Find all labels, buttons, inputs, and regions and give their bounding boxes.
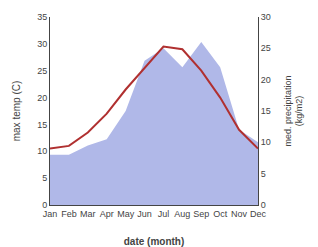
svg-text:Jun: Jun [137, 209, 152, 219]
svg-text:med. precipitation(kg/m2): med. precipitation(kg/m2) [283, 75, 305, 146]
svg-text:30: 30 [37, 39, 47, 49]
svg-text:Mar: Mar [80, 209, 96, 219]
svg-text:Jan: Jan [43, 209, 58, 219]
svg-text:Sep: Sep [193, 209, 209, 219]
svg-text:Nov: Nov [231, 209, 248, 219]
svg-text:date (month): date (month) [124, 236, 185, 247]
svg-text:35: 35 [37, 12, 47, 22]
svg-text:30: 30 [261, 12, 271, 22]
svg-text:25: 25 [261, 43, 271, 53]
svg-text:Jul: Jul [158, 209, 170, 219]
svg-text:Feb: Feb [61, 209, 77, 219]
svg-text:15: 15 [261, 106, 271, 116]
svg-text:5: 5 [261, 169, 266, 179]
svg-text:Apr: Apr [100, 209, 114, 219]
svg-text:May: May [117, 209, 135, 219]
svg-text:Dec: Dec [250, 209, 267, 219]
svg-text:0: 0 [261, 200, 266, 210]
svg-text:0: 0 [42, 200, 47, 210]
svg-text:5: 5 [42, 173, 47, 183]
svg-text:25: 25 [37, 66, 47, 76]
svg-text:15: 15 [37, 120, 47, 130]
svg-text:20: 20 [37, 93, 47, 103]
svg-text:20: 20 [261, 75, 271, 85]
svg-text:Oct: Oct [213, 209, 228, 219]
svg-text:Aug: Aug [174, 209, 190, 219]
svg-text:10: 10 [37, 146, 47, 156]
svg-text:max temp (C): max temp (C) [11, 81, 22, 142]
svg-text:10: 10 [261, 137, 271, 147]
